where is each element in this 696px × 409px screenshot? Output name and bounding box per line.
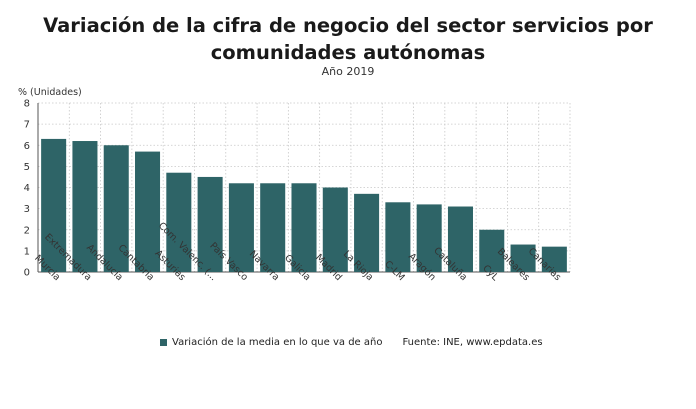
- bar: [41, 138, 67, 272]
- bar: [135, 151, 161, 272]
- y-tick-label: 1: [24, 246, 30, 257]
- legend-label: Variación de la media en lo que va de añ…: [172, 337, 383, 348]
- y-tick-label: 8: [24, 99, 30, 110]
- y-tick-label: 2: [24, 225, 30, 236]
- y-axis-label: % (Unidades): [18, 87, 82, 98]
- bar: [385, 202, 411, 272]
- bar: [541, 246, 567, 272]
- y-tick-label: 6: [24, 141, 30, 152]
- bar: [72, 141, 98, 272]
- bar: [197, 176, 223, 272]
- chart-title: Variación de la cifra de negocio del sec…: [43, 14, 653, 64]
- bar: [510, 244, 536, 272]
- legend-swatch: [160, 339, 167, 346]
- bar: [416, 204, 442, 272]
- bar: [166, 172, 192, 272]
- y-tick-label: 7: [24, 120, 30, 131]
- chart-subtitle: Año 2019: [321, 65, 375, 78]
- bar: [291, 183, 317, 272]
- bar: [260, 183, 286, 272]
- bar: [228, 183, 254, 272]
- y-tick-label: 4: [24, 183, 30, 194]
- bar: [354, 193, 380, 272]
- bar: [447, 206, 473, 272]
- legend: Variación de la media en lo que va de añ…: [160, 337, 543, 348]
- bar: [322, 187, 348, 272]
- y-tick-label: 3: [24, 204, 30, 215]
- y-tick-label: 5: [24, 162, 30, 173]
- bar: [103, 145, 129, 272]
- y-tick-label: 0: [24, 268, 30, 279]
- bar: [479, 229, 505, 272]
- source-note: Fuente: INE, www.epdata.es: [402, 337, 543, 348]
